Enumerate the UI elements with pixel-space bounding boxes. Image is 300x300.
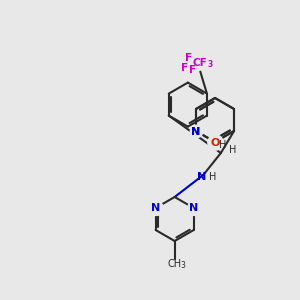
Text: N: N xyxy=(196,172,206,182)
Text: F: F xyxy=(181,63,188,73)
Text: CF: CF xyxy=(193,58,208,68)
Text: H: H xyxy=(229,145,236,155)
Text: 3: 3 xyxy=(180,261,185,270)
Text: 3: 3 xyxy=(208,60,213,69)
Text: F: F xyxy=(185,52,192,63)
Text: N: N xyxy=(151,203,160,213)
Text: F: F xyxy=(189,64,196,75)
Text: H: H xyxy=(209,172,217,182)
Text: N: N xyxy=(191,127,201,137)
Text: H: H xyxy=(219,140,227,150)
Text: O: O xyxy=(210,138,220,148)
Text: N: N xyxy=(191,127,201,137)
Text: CH: CH xyxy=(168,259,182,269)
Text: N: N xyxy=(189,203,198,213)
